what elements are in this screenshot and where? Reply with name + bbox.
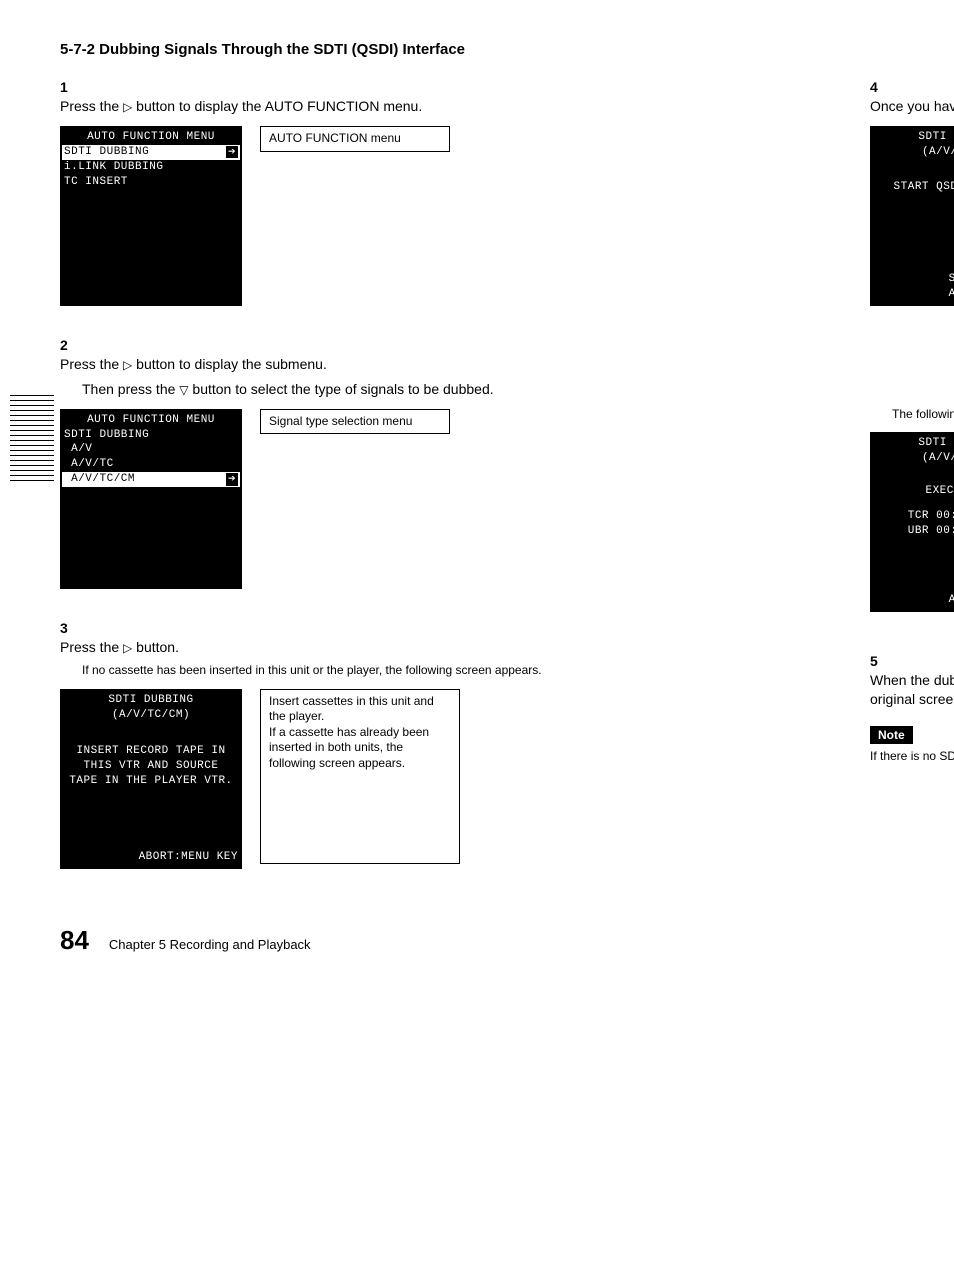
step-2-text-a: Press the (60, 356, 123, 372)
play-icon (123, 98, 132, 114)
lcd-insert-tape: SDTI DUBBING (A/V/TC/CM) INSERT RECORD T… (60, 689, 242, 869)
lcd2-l1: SDTI DUBBING (62, 428, 240, 443)
step-1-num: 1 (60, 78, 82, 97)
note-block: Note If there is no SDTI (QSDI) input si… (870, 725, 954, 764)
lcd3-m1: INSERT RECORD TAPE IN (62, 744, 240, 759)
play-icon (123, 356, 132, 372)
down-icon (179, 381, 188, 397)
step-2: 2 Press the button to display the submen… (60, 336, 840, 374)
step-1-text-a: Press the (60, 98, 123, 114)
step-5: 5 When the dubbing operation finishes, "… (870, 652, 954, 709)
lcd5-t1: SDTI DUBBING (872, 436, 954, 451)
lcd4-m1: START QSDI DUBBING? (872, 180, 954, 195)
step-5-num: 5 (870, 652, 892, 671)
step-3-line2: If no cassette has been inserted in this… (82, 662, 840, 678)
lcd1-selected: SDTI DUBBING➔ (62, 145, 240, 160)
lcd2-title: AUTO FUNCTION MENU (62, 413, 240, 428)
lcd2-l3: A/V/TC (62, 457, 240, 472)
step-3-text-a: Press the (60, 639, 123, 655)
lcd4-b2: ABORT:MENU KEY (949, 288, 954, 300)
lcd5-m3: UBR 00:00:00:00 (872, 524, 954, 539)
chapter-title: Chapter 5 Recording and Playback (109, 936, 311, 954)
lcd1-title: AUTO FUNCTION MENU (62, 130, 240, 145)
step-4: 4 Once you have confirmed that both this… (870, 78, 954, 116)
lcd3-t1: SDTI DUBBING (62, 693, 240, 708)
step-2-text-d: button to select the type of signals to … (189, 381, 494, 397)
caption-3: Insert cassettes in this unit and the pl… (260, 689, 460, 864)
caption-2: Signal type selection menu (260, 409, 450, 435)
arrow-right-icon: ➔ (226, 146, 238, 158)
step-5-text: When the dubbing operation finishes, "CO… (870, 671, 954, 709)
step-3-num: 3 (60, 619, 82, 638)
lcd-start-screen: SDTI DUBBING (A/V/TC/CM) START QSDI DUBB… (870, 126, 954, 306)
step-2-text-c: Then press the (82, 381, 179, 397)
lcd5-b1: ABORT:MENU KEY (949, 593, 954, 608)
page-footer: 84 Chapter 5 Recording and Playback (60, 923, 904, 958)
lcd3-m2: THIS VTR AND SOURCE (62, 759, 240, 774)
lcd3-m3: TAPE IN THE PLAYER VTR. (62, 774, 240, 789)
page-number: 84 (60, 923, 89, 958)
lcd3-t2: (A/V/TC/CM) (62, 708, 240, 723)
lcd4-t2: (A/V/TC/CM) (872, 145, 954, 160)
lcd2-l2: A/V (62, 442, 240, 457)
section-title: 5-7-2 Dubbing Signals Through the SDTI (… (60, 40, 904, 60)
step-1: 1 Press the button to display the AUTO F… (60, 78, 840, 116)
step-3-text-b: button. (132, 639, 179, 655)
lcd-executing: SDTI DUBBING (A/V/TC/CM) EXECUTING. TCR … (870, 432, 954, 612)
page-edge-stripe (10, 395, 54, 485)
lcd3-b1: ABORT:MENU KEY (139, 850, 238, 865)
step-4-num: 4 (870, 78, 892, 97)
arrow-right-icon: ➔ (226, 473, 238, 485)
lcd-auto-function-menu: AUTO FUNCTION MENU SDTI DUBBING➔ i.LINK … (60, 126, 242, 306)
note-text: If there is no SDTI (QSDI) input signal … (870, 748, 954, 764)
step-3: 3 Press the button. (60, 619, 840, 657)
lcd2-selected: A/V/TC/CM➔ (62, 472, 240, 487)
step-2-line2: Then press the button to select the type… (82, 380, 840, 399)
step-2-text-b: button to display the submenu. (132, 356, 327, 372)
lcd-signal-type-menu: AUTO FUNCTION MENU SDTI DUBBING A/V A/V/… (60, 409, 242, 589)
lcd5-m2: TCR 00:00:00:00 (872, 509, 954, 524)
caption-1: AUTO FUNCTION menu (260, 126, 450, 152)
step-4-text: Once you have confirmed that both this u… (870, 97, 954, 116)
note-label: Note (870, 726, 913, 744)
lcd5-t2: (A/V/TC/CM) (872, 451, 954, 466)
lcd4-t1: SDTI DUBBING (872, 130, 954, 145)
lcd1-l3: TC INSERT (62, 175, 240, 190)
lcd5-m1: EXECUTING. (872, 484, 954, 499)
lcd1-l2: i.LINK DUBBING (62, 160, 240, 175)
lcd4-b1: START:YES KEY (949, 273, 954, 285)
play-icon (123, 639, 132, 655)
step-4-text2: The following screen appears, and dubbin… (892, 406, 954, 422)
step-1-text-b: button to display the AUTO FUNCTION menu… (132, 98, 422, 114)
step-2-num: 2 (60, 336, 82, 355)
